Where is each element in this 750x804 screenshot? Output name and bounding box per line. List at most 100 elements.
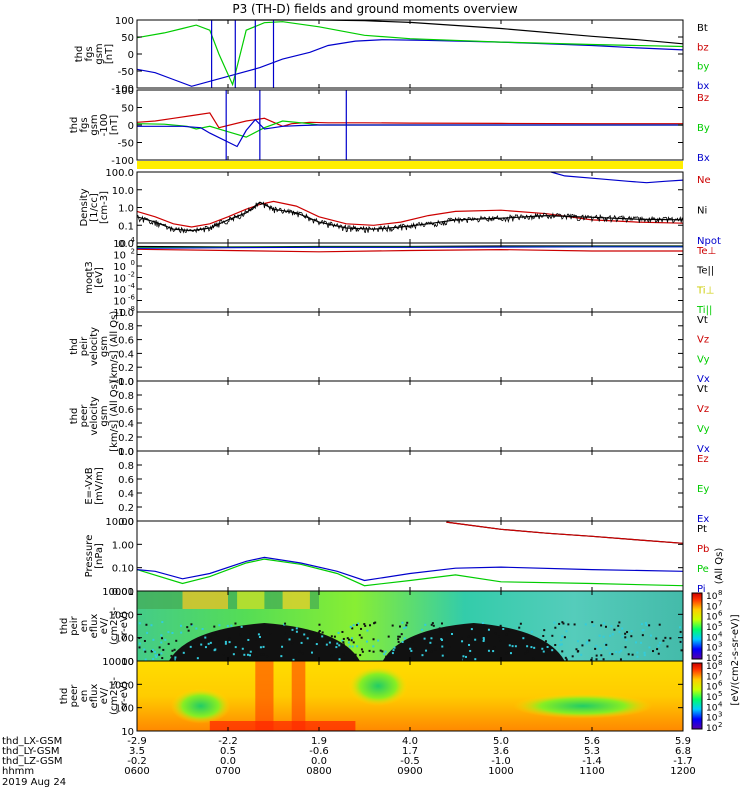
panel-ve-ylabel: thd peer velocity gsm [km/s] (All Qs) [69, 380, 120, 452]
ion-spectrogram-pixel [434, 643, 436, 645]
ion-spectrogram-pixel [385, 651, 387, 653]
ion-spectrogram-pixel [318, 631, 320, 633]
ion-spectrogram-band [237, 591, 264, 609]
panel-efield-frame [137, 451, 683, 521]
ion-spectrogram-pixel [339, 658, 341, 660]
colorbar-tick-label: 10 [706, 693, 718, 703]
ion-spectrogram-pixel [398, 641, 400, 643]
colorbar-tick-label: 10 [706, 602, 718, 612]
ion-spectrogram-pixel [440, 648, 442, 650]
ion-spectrogram-pixel [353, 641, 355, 643]
ion-spectrogram-pixel [263, 646, 265, 648]
legend-density-Ni: Ni [697, 206, 707, 217]
ion-spectrogram-pixel [218, 640, 220, 642]
ion-spectrogram-pixel [160, 642, 162, 644]
ion-spectrogram-pixel [618, 621, 620, 623]
y-tick-label: 0.2 [118, 363, 134, 374]
ion-spectrogram-pixel [526, 645, 528, 647]
ion-spectrogram-pixel [269, 633, 271, 635]
ion-spectrogram-pixel [441, 646, 443, 648]
y-tick-label-exponent: -4 [128, 282, 136, 290]
ion-spectrogram-pixel [183, 652, 185, 654]
ion-spectrogram-pixel [296, 631, 298, 633]
ion-spectrogram-pixel [291, 642, 293, 644]
y-tick-label: 10 [113, 262, 126, 273]
ion-spectrogram-pixel [657, 645, 659, 647]
ion-spectrogram-pixel [390, 654, 392, 656]
y-tick-label: 10.00 [105, 517, 134, 528]
ion-spectrogram-pixel [139, 646, 141, 648]
ion-spectrogram-pixel [170, 655, 172, 657]
ion-spectrogram-pixel [424, 638, 426, 640]
ion-spectrogram-pixel [214, 648, 216, 650]
ion-spectrogram-pixel [307, 631, 309, 633]
ion-spectrogram-pixel [611, 653, 613, 655]
y-tick-label: 0.6 [118, 336, 134, 347]
ion-spectrogram-pixel [343, 653, 345, 655]
plot-canvas: P3 (TH-D) fields and ground moments over… [0, 0, 750, 800]
colorbar-tick-exponent: 4 [718, 630, 723, 638]
ion-spectrogram-pixel [352, 645, 354, 647]
ion-spectrogram-pixel [567, 623, 569, 625]
y-tick-label: 0.1 [118, 221, 134, 232]
ion-spectrogram-pixel [577, 640, 579, 642]
ion-spectrogram-pixel [186, 626, 188, 628]
ion-spectrogram-pixel [317, 637, 319, 639]
ion-spectrogram-pixel [407, 641, 409, 643]
ylabel-line: [cm-3] [99, 191, 110, 224]
ion-spectrogram-pixel [630, 635, 632, 637]
ion-spectrogram-pixel [652, 650, 654, 652]
ion-spectrogram-pixel [580, 654, 582, 656]
ion-spectrogram-pixel [334, 636, 336, 638]
ylabel-line: [km/s] (All Qs) [109, 380, 120, 452]
ion-spectrogram-pixel [150, 624, 152, 626]
ion-spectrogram-pixel [586, 642, 588, 644]
ion-spectrogram-pixel [195, 627, 197, 629]
colorbar-tick-exponent: 4 [718, 700, 723, 708]
series-density-Ne [137, 201, 683, 227]
ion-spectrogram-pixel [553, 622, 555, 624]
ion-spectrogram-pixel [392, 652, 394, 654]
ion-spectrogram-pixel [364, 625, 366, 627]
ion-spectrogram-pixel [366, 630, 368, 632]
ion-spectrogram-pixel [631, 630, 633, 632]
ion-spectrogram-pixel [509, 630, 511, 632]
ion-spectrogram-pixel [421, 654, 423, 656]
y-tick-label: 1.0 [118, 308, 134, 319]
ion-spectrogram-pixel [430, 637, 432, 639]
ion-spectrogram-pixel [609, 652, 611, 654]
ion-spectrogram-pixel [463, 659, 465, 661]
ion-spectrogram-pixel [223, 654, 225, 656]
ion-spectrogram-pixel [427, 646, 429, 648]
colorbar-ele-spec [692, 663, 702, 729]
ion-spectrogram-pixel [644, 652, 646, 654]
ion-spectrogram-pixel [585, 623, 587, 625]
colorbar-tick-exponent: 6 [718, 680, 723, 688]
ion-spectrogram-pixel [311, 652, 313, 654]
ion-spectrogram-pixel [335, 646, 337, 648]
ion-spectrogram-pixel [468, 636, 470, 638]
y-tick-label-exponent: -2 [128, 271, 135, 279]
ion-spectrogram-pixel [190, 646, 192, 648]
ion-spectrogram-pixel [581, 644, 583, 646]
colorbar-tick-label: 10 [706, 633, 718, 643]
ion-spectrogram-pixel [474, 658, 476, 660]
ion-spectrogram-pixel [662, 640, 664, 642]
legend-density-Ne: Ne [697, 175, 711, 186]
ion-spectrogram-pixel [243, 643, 245, 645]
ion-spectrogram-pixel [632, 654, 634, 656]
y-tick-label: 10.0 [112, 186, 134, 197]
ion-spectrogram-pixel [656, 648, 658, 650]
ion-spectrogram-pixel [289, 638, 291, 640]
legend-note: (All Qs) [714, 548, 725, 585]
ylabel-line: [mV/m] [94, 467, 105, 505]
ion-spectrogram-pixel [636, 652, 638, 654]
ion-spectrogram-pixel [433, 625, 435, 627]
panel-density-frame [137, 172, 683, 243]
series-fgs-by [137, 22, 683, 85]
colorbar-tick-label: 10 [706, 644, 718, 654]
y-tick-label-exponent: 4 [131, 236, 136, 244]
ion-spectrogram-pixel [621, 635, 623, 637]
ion-spectrogram-pixel [409, 648, 411, 650]
ylabel-line: [nT] [109, 115, 120, 135]
